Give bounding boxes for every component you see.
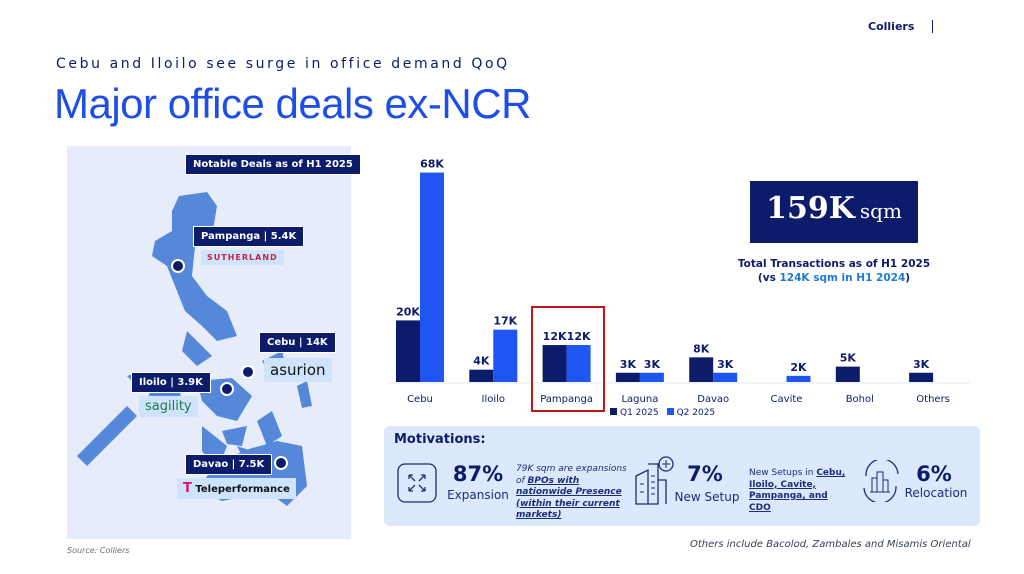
data-label: 68K — [420, 158, 444, 171]
bar-bohol-q1-2025 — [835, 366, 860, 382]
bar-pampanga-q1-2025 — [542, 345, 567, 382]
data-label: 5K — [840, 352, 857, 365]
company-name: Teleperformance — [195, 484, 290, 495]
bar-davao-q2-2025 — [713, 372, 738, 382]
company-logo-teleperformance: T Teleperformance — [177, 478, 296, 499]
total-box: 159K sqm — [750, 181, 918, 243]
location-marker — [274, 456, 288, 470]
data-label: 17K — [493, 315, 517, 328]
bar-cavite-q2-2025 — [786, 375, 811, 382]
location-marker — [241, 365, 255, 379]
bar-iloilo-q1-2025 — [469, 369, 494, 382]
expansion-percent: 87% — [452, 462, 504, 486]
deals-map: Notable Deals as of H1 2025 Pampanga | 5… — [67, 146, 361, 539]
data-label: 3K — [717, 358, 734, 371]
new-setup-percent: 7% — [687, 462, 723, 486]
highlight-box — [531, 306, 605, 412]
data-label: 20K — [396, 305, 420, 318]
bar-pampanga-q2-2025 — [566, 345, 591, 382]
motivations-panel: Motivations: 87% Expansion 79K sqm are e… — [384, 426, 980, 526]
data-label: 2K — [790, 361, 807, 374]
legend-item-q1: Q1 2025 — [610, 408, 659, 418]
new-setup-note: New Setups in Cebu, Iloilo, Cavite, Pamp… — [749, 468, 846, 513]
bar-laguna-q1-2025 — [615, 372, 640, 382]
bar-others-q1-2025 — [909, 372, 934, 382]
category-label: Iloilo — [482, 394, 506, 405]
teleperformance-icon: T — [183, 481, 192, 496]
category-label: Others — [916, 394, 950, 405]
bar-laguna-q2-2025 — [639, 372, 664, 382]
page-title: Major office deals ex-NCR — [54, 80, 531, 127]
data-label: 12K — [543, 330, 567, 343]
relocation-percent: 6% — [916, 462, 952, 486]
legend-item-q2: Q2 2025 — [666, 408, 715, 418]
location-marker — [171, 259, 185, 273]
data-label: 3K — [644, 358, 661, 371]
motivations-title: Motivations: — [394, 432, 486, 447]
company-logo-asurion: asurion — [264, 358, 332, 382]
deal-label-pampanga: Pampanga | 5.4K — [193, 226, 305, 247]
divider — [932, 20, 933, 33]
category-label: Davao — [697, 394, 729, 405]
footnote: Others include Bacolod, Zambales and Mis… — [690, 539, 971, 550]
data-label: 4K — [473, 355, 490, 368]
brand-logo: Colliers — [868, 20, 915, 33]
location-marker — [220, 382, 234, 396]
deal-label-iloilo: Iloilo | 3.9K — [131, 372, 211, 393]
chart-legend: Q1 2025 Q2 2025 — [610, 408, 715, 418]
relocation-cycle-icon — [863, 460, 899, 502]
map-heading: Notable Deals as of H1 2025 — [185, 154, 361, 175]
category-label: Laguna — [621, 394, 658, 405]
total-unit: sqm — [859, 199, 902, 223]
bar-cebu-q1-2025 — [396, 320, 420, 382]
category-label: Bohol — [846, 394, 874, 405]
subtitle: Cebu and Iloilo see surge in office dema… — [56, 56, 510, 72]
total-description: Total Transactions as of H1 2025 (vs 124… — [737, 258, 931, 284]
deal-label-davao: Davao | 7.5K — [185, 454, 273, 475]
data-label: 8K — [693, 342, 710, 355]
category-label: Pampanga — [540, 394, 593, 405]
building-plus-icon — [635, 456, 674, 505]
bar-chart: 20K 68K Cebu 4K 17K Iloilo 12K 12K Pampanga 3K 3K L… — [388, 158, 970, 405]
company-logo-sutherland: SUTHERLAND — [201, 250, 284, 265]
data-label: 3K — [913, 358, 930, 371]
new-setup-label: New Setup — [674, 490, 740, 504]
source-note: Source: Colliers — [67, 546, 130, 555]
category-label: Cavite — [771, 394, 803, 405]
expand-arrows-icon — [397, 463, 437, 503]
expansion-label: Expansion — [447, 488, 509, 502]
relocation-label: Relocation — [904, 486, 968, 500]
category-label: Cebu — [407, 394, 433, 405]
deal-label-cebu: Cebu | 14K — [259, 332, 336, 353]
bar-cebu-q2-2025 — [420, 172, 444, 382]
bar-iloilo-q2-2025 — [493, 329, 518, 382]
bar-davao-q1-2025 — [689, 357, 714, 382]
company-logo-sagility: sagility — [139, 396, 198, 417]
expansion-note: 79K sqm are expansions of BPOs with nati… — [516, 464, 627, 520]
total-value: 159K — [766, 191, 855, 226]
data-label: 12K — [567, 330, 591, 343]
data-label: 3K — [620, 358, 637, 371]
